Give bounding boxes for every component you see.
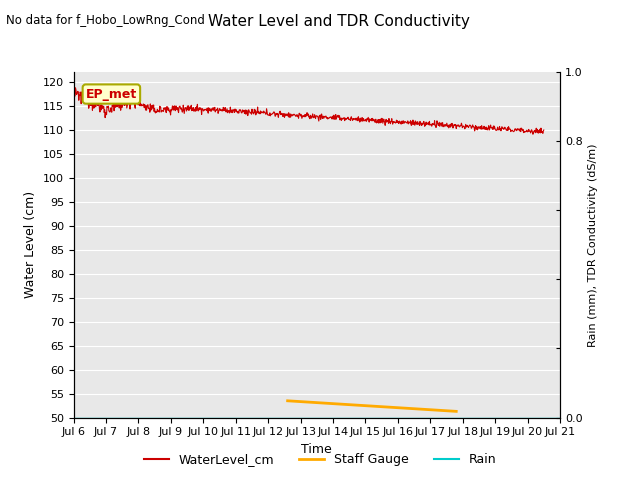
Legend: WaterLevel_cm, Staff Gauge, Rain: WaterLevel_cm, Staff Gauge, Rain <box>138 448 502 471</box>
Text: Water Level and TDR Conductivity: Water Level and TDR Conductivity <box>208 14 470 29</box>
X-axis label: Time: Time <box>301 443 332 456</box>
Y-axis label: Water Level (cm): Water Level (cm) <box>24 191 37 299</box>
Text: EP_met: EP_met <box>86 87 137 100</box>
Text: No data for f_Hobo_LowRng_Cond: No data for f_Hobo_LowRng_Cond <box>6 14 205 27</box>
Y-axis label: Rain (mm), TDR Conductivity (dS/m): Rain (mm), TDR Conductivity (dS/m) <box>588 143 598 347</box>
